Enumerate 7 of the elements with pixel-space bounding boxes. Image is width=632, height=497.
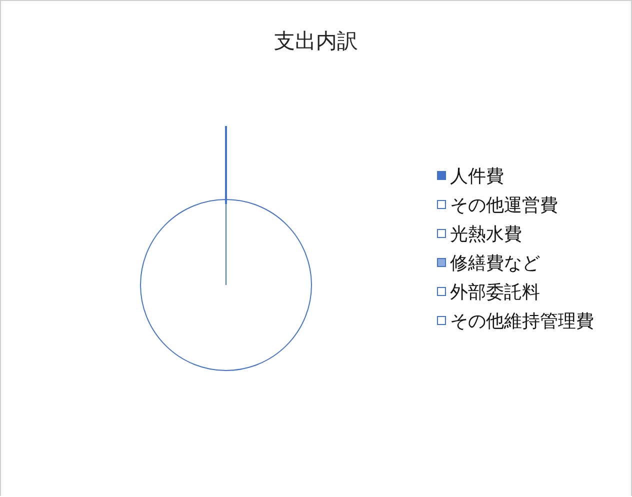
chart-title: 支出内訳 — [273, 28, 359, 55]
legend-label: 人件費 — [450, 164, 504, 188]
legend-label: その他維持管理費 — [450, 310, 594, 332]
legend-label: 外部委託料 — [450, 280, 540, 304]
legend-label: 修繕費など — [450, 252, 540, 274]
legend-label: 光熱水費 — [450, 222, 522, 246]
legend-label: その他運営費 — [450, 194, 558, 216]
